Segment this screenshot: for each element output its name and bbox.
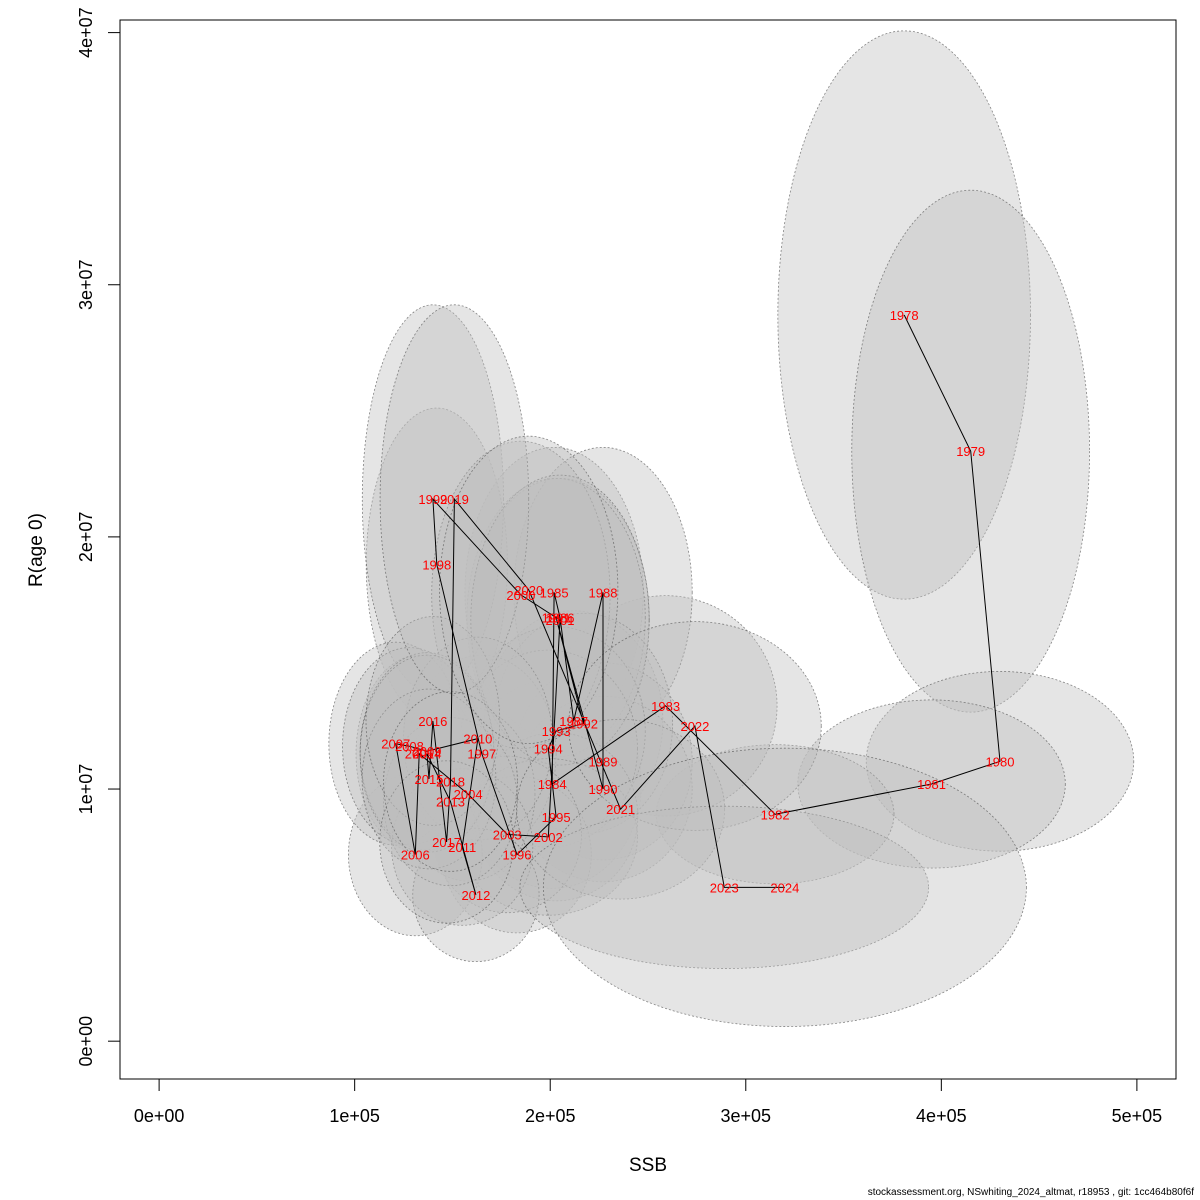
point-label-2022: 2022: [680, 719, 709, 734]
y-axis: 0e+00 1e+07 2e+07 3e+07 4e+07: [76, 7, 121, 1067]
point-label-2016: 2016: [418, 714, 447, 729]
point-label-1978: 1978: [890, 308, 919, 323]
confidence-ellipses: [328, 30, 1135, 1027]
point-label-2015: 2015: [415, 772, 444, 787]
point-label-2024: 2024: [770, 880, 799, 895]
point-label-2004: 2004: [454, 787, 483, 802]
point-label-2012: 2012: [461, 888, 490, 903]
point-label-2019: 2019: [440, 492, 469, 507]
point-label-1981: 1981: [917, 777, 946, 792]
point-label-1998: 1998: [422, 558, 451, 573]
point-label-1985: 1985: [540, 585, 569, 600]
x-tick-label: 4e+05: [916, 1106, 967, 1126]
point-label-1995: 1995: [542, 810, 571, 825]
point-label-2007: 2007: [381, 737, 410, 752]
point-label-2023: 2023: [710, 880, 739, 895]
point-label-2020: 2020: [514, 583, 543, 598]
point-label-2000: 2000: [506, 588, 535, 603]
point-label-2008: 2008: [395, 739, 424, 754]
point-label-1983: 1983: [651, 699, 680, 714]
point-label-1994: 1994: [534, 742, 563, 757]
point-label-1988: 1988: [589, 585, 618, 600]
point-label-1979: 1979: [956, 444, 985, 459]
point-label-1980: 1980: [986, 754, 1015, 769]
point-label-2021: 2021: [606, 802, 635, 817]
x-tick-label: 1e+05: [329, 1106, 380, 1126]
point-label-1996: 1996: [503, 848, 532, 863]
footer-credit: stockassessment.org, NSwhiting_2024_altm…: [867, 1187, 1194, 1198]
point-label-2017: 2017: [432, 835, 461, 850]
y-tick-label: 4e+07: [76, 7, 96, 58]
point-label-1993: 1993: [542, 724, 571, 739]
x-axis-title: SSB: [629, 1155, 667, 1176]
point-label-1982: 1982: [761, 807, 790, 822]
ellipse-1978: [777, 30, 1031, 600]
y-tick-label: 0e+00: [76, 1016, 96, 1067]
point-label-1991: 1991: [542, 611, 571, 626]
x-tick-label: 0e+00: [134, 1106, 185, 1126]
trajectory-polyline: [395, 314, 1001, 896]
x-axis: 0e+00 1e+05 2e+05 3e+05 4e+05 5e+05: [134, 1078, 1163, 1126]
point-label-1992: 1992: [569, 716, 598, 731]
ellipse-2012: [412, 827, 540, 963]
point-label-1984: 1984: [538, 777, 567, 792]
point-label-2018: 2018: [436, 774, 465, 789]
x-tick-label: 3e+05: [720, 1106, 771, 1126]
point-label-2005: 2005: [405, 747, 434, 762]
y-tick-label: 2e+07: [76, 512, 96, 563]
point-label-2002: 2002: [534, 830, 563, 845]
point-label-2010: 2010: [463, 732, 492, 747]
point-label-2003: 2003: [493, 827, 522, 842]
x-tick-label: 5e+05: [1112, 1106, 1163, 1126]
point-label-2001: 2001: [546, 613, 575, 628]
point-label-2011: 2011: [448, 840, 476, 855]
point-label-1989: 1989: [589, 754, 618, 769]
y-tick-label: 3e+07: [76, 259, 96, 310]
point-label-1987: 1987: [559, 714, 588, 729]
year-labels: 1978 1979 1980 1981 1982 1983 1984 1985 1986 1987…: [381, 308, 1014, 903]
trajectory-line: [395, 314, 1001, 896]
y-tick-label: 1e+07: [76, 764, 96, 815]
point-label-2013: 2013: [436, 795, 465, 810]
point-label-1986: 1986: [546, 611, 575, 626]
point-label-2014: 2014: [413, 747, 442, 762]
y-axis-title: R(age 0): [26, 513, 47, 587]
point-label-2009: 2009: [413, 744, 442, 759]
x-tick-label: 2e+05: [525, 1106, 576, 1126]
point-label-2006: 2006: [401, 848, 430, 863]
point-label-1999: 1999: [418, 492, 447, 507]
point-label-1990: 1990: [589, 782, 618, 797]
point-label-1997: 1997: [467, 747, 496, 762]
